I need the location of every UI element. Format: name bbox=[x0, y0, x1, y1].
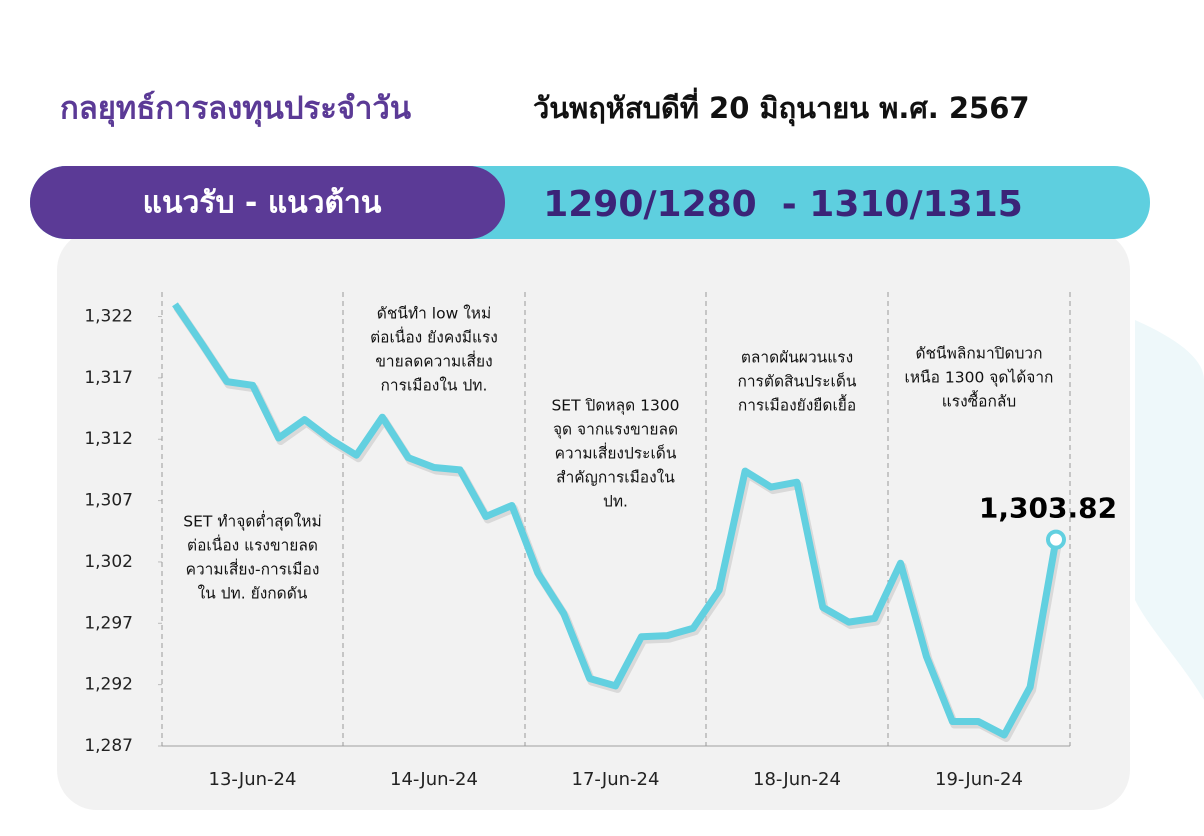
annotation: ความเสี่ยง-การเมือง bbox=[186, 559, 320, 579]
y-tick-label: 1,307 bbox=[84, 491, 133, 511]
y-tick-label: 1,317 bbox=[84, 368, 133, 388]
annotation: ความเสี่ยงประเด็น bbox=[555, 443, 677, 463]
decor bbox=[1135, 320, 1204, 700]
x-tick-label: 19-Jun-24 bbox=[935, 769, 1023, 790]
y-tick-label: 1,322 bbox=[84, 307, 133, 327]
x-tick-label: 17-Jun-24 bbox=[572, 769, 660, 790]
annotation: ตลาดผันผวนแรง bbox=[741, 349, 853, 367]
annotation: สำคัญการเมืองใน bbox=[556, 469, 675, 487]
annotation: ดัชนีพลิกมาปิดบวก bbox=[915, 345, 1042, 363]
annotation: แรงซื้อกลับ bbox=[942, 390, 1016, 411]
annotation: ต่อเนื่อง แรงขายลด bbox=[187, 535, 318, 555]
chart-panel bbox=[57, 230, 1130, 810]
y-tick-label: 1,287 bbox=[84, 736, 133, 756]
annotation: ปท. bbox=[603, 493, 628, 511]
banner-label: แนวรับ - แนวต้าน bbox=[143, 186, 382, 221]
x-tick-label: 13-Jun-24 bbox=[209, 769, 297, 790]
annotation: ดัชนีทำ low ใหม่ bbox=[377, 305, 491, 323]
banner-label-box bbox=[30, 166, 505, 239]
annotation: ใน ปท. ยังกดดัน bbox=[198, 585, 308, 603]
annotation: ต่อเนื่อง ยังคงมีแรง bbox=[370, 327, 498, 347]
y-tick-label: 1,302 bbox=[84, 552, 133, 572]
price-line bbox=[172, 302, 1060, 739]
annotation: การเมืองใน ปท. bbox=[381, 377, 488, 395]
x-tick-label: 18-Jun-24 bbox=[753, 769, 841, 790]
annotation: การเมืองยังยืดเยื้อ bbox=[738, 394, 856, 415]
annotation: SET ปิดหลุด 1300 bbox=[551, 397, 679, 416]
y-tick-label: 1,297 bbox=[84, 613, 133, 633]
annotation: SET ทำจุดต่ำสุดใหม่ bbox=[183, 511, 321, 532]
value-label: 1,303.82 bbox=[979, 492, 1117, 525]
y-tick-label: 1,312 bbox=[84, 429, 133, 449]
x-tick-label: 14-Jun-24 bbox=[390, 769, 478, 790]
title: กลยุทธ์การลงทุนประจำวัน bbox=[60, 91, 411, 128]
plot: 1,287 1,292 1,297 1,302 1,307 1,312 1,317 1,322… bbox=[84, 292, 1117, 790]
banner-value: 1290/1280 - 1310/1315 bbox=[543, 184, 1023, 225]
annotation: การตัดสินประเด็น bbox=[737, 372, 856, 391]
y-tick-label: 1,292 bbox=[84, 675, 133, 695]
annotation: เหนือ 1300 จุดได้จาก bbox=[905, 369, 1054, 388]
date: วันพฤหัสบดีที่ 20 มิถุนายน พ.ศ. 2567 bbox=[533, 87, 1030, 126]
annotation: จุด จากแรงขายลด bbox=[553, 421, 678, 440]
annotation: ขายลดความเสี่ยง bbox=[375, 351, 492, 371]
last-point bbox=[1046, 529, 1066, 550]
